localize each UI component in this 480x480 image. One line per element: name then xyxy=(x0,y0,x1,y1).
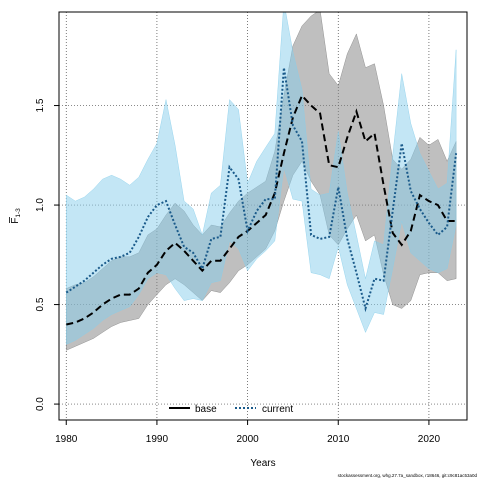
legend-label-current: current xyxy=(262,404,293,415)
caption: stockassessment.org, whg.27.7a_sandbox, … xyxy=(338,473,478,478)
x-tick-label-2020: 2020 xyxy=(418,434,441,445)
confidence-bands xyxy=(66,12,457,351)
x-tick-label-1980: 1980 xyxy=(55,434,78,445)
x-tick-label-1990: 1990 xyxy=(146,434,169,445)
legend: base current xyxy=(169,404,293,415)
y-tick-label-0.5: 0.5 xyxy=(35,297,46,311)
x-axis: 1980 1990 2000 2010 2020 xyxy=(55,420,440,445)
x-tick-label-2000: 2000 xyxy=(236,434,259,445)
svg-text:F1-3: F1-3 xyxy=(10,208,22,224)
plot-area-frame xyxy=(58,11,468,421)
y-tick-label-0: 0.0 xyxy=(35,397,46,411)
band-current xyxy=(66,12,457,345)
y-axis-title-subscript: 1-3 xyxy=(15,208,22,218)
series-lines xyxy=(65,67,458,326)
legend-label-base: base xyxy=(195,404,217,415)
y-tick-label-1.5: 1.5 xyxy=(35,98,46,112)
y-tick-label-1: 1.0 xyxy=(35,198,46,212)
x-axis-title: Years xyxy=(250,458,275,469)
y-axis-title: F1-3 xyxy=(9,208,22,224)
y-axis-title-main: F xyxy=(10,218,21,224)
y-axis: 0.0 0.5 1.0 1.5 xyxy=(35,98,59,411)
x-tick-label-2010: 2010 xyxy=(327,434,350,445)
